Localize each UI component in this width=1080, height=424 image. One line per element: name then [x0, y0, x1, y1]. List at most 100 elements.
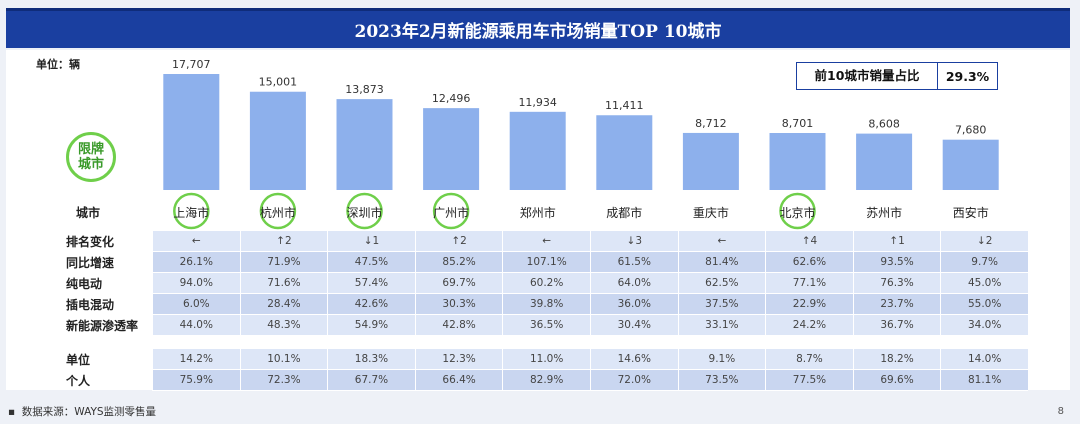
table-cell: ←	[677, 231, 766, 252]
bar-上海市	[163, 74, 220, 190]
table-row: 同比增速 26.1% 71.9% 47.5% 85.2% 107.1% 61.5% 81.4%…	[62, 251, 1028, 273]
table-cell: 28.4%	[239, 293, 328, 315]
bar-value-label: 7,680	[955, 124, 987, 137]
city-label: 上海市	[173, 205, 209, 220]
table-row: 排名变化 ← ↑2 ↓1 ↑2 ← ↓3 ← ↑4 ↑1 ↓2	[62, 231, 1028, 252]
table-cell: 94.0%	[152, 272, 241, 294]
table-cell: 14.6%	[589, 349, 679, 370]
bar-西安市	[942, 139, 999, 190]
table-cell: 9.1%	[677, 349, 766, 370]
bar-广州市	[423, 108, 480, 190]
table-cell: 62.5%	[677, 272, 766, 294]
table-cell: 82.9%	[502, 369, 591, 391]
table-cell: 71.9%	[239, 251, 328, 273]
table-cell: 14.2%	[152, 349, 241, 370]
table-cell: 61.5%	[589, 251, 679, 273]
restricted-city-badge: 限牌 城市	[66, 132, 116, 182]
table-cell: ↑1	[852, 231, 941, 252]
bar-value-label: 12,496	[432, 92, 471, 105]
table-cell: 33.1%	[677, 314, 766, 336]
bar-重庆市	[682, 132, 739, 190]
table-row: 个人 75.9% 72.3% 67.7% 66.4% 82.9% 72.0% 73.5% 77.…	[62, 369, 1028, 391]
city-label: 重庆市	[693, 205, 729, 220]
bar-value-label: 8,608	[868, 118, 900, 131]
city-label: 成都市	[606, 205, 642, 220]
page-number: 8	[1057, 406, 1064, 417]
table-cell: 24.2%	[765, 314, 854, 336]
bar-杭州市	[249, 91, 306, 190]
table-cell: ↓3	[589, 231, 679, 252]
table-cell: 9.7%	[940, 251, 1028, 273]
table-cell: 36.7%	[852, 314, 941, 336]
table-cell: 69.7%	[414, 272, 503, 294]
table-cell: 54.9%	[327, 314, 416, 336]
bar-value-label: 11,411	[605, 99, 644, 112]
bar-苏州市	[856, 133, 913, 190]
row-header: 同比增速	[66, 255, 115, 270]
top10-share-box: 前10城市销量占比 29.3%	[796, 62, 998, 90]
table-cell: 14.0%	[940, 349, 1028, 370]
table-cell: 10.1%	[239, 349, 328, 370]
table-cell: ↑2	[239, 231, 328, 252]
bar-value-label: 15,001	[259, 76, 298, 89]
buyer-type-table: 单位 14.2% 10.1% 18.3% 12.3% 11.0% 14.6% 9.1% 8.7%…	[62, 349, 1028, 391]
table-cell: 6.0%	[152, 293, 241, 315]
row-header: 纯电动	[66, 276, 103, 291]
top10-share-label: 前10城市销量占比	[797, 63, 938, 89]
table-cell: 81.4%	[677, 251, 766, 273]
table-cell: 69.6%	[852, 369, 941, 391]
bar-北京市	[769, 132, 826, 190]
table-cell: 30.3%	[414, 293, 503, 315]
row-header: 插电混动	[66, 297, 115, 312]
row-header: 个人	[66, 373, 91, 388]
table-cell: 64.0%	[589, 272, 679, 294]
table-cell: 22.9%	[765, 293, 854, 315]
table-cell: 37.5%	[677, 293, 766, 315]
restricted-city-ring	[779, 192, 816, 230]
table-cell: 107.1%	[502, 251, 591, 273]
table-cell: 47.5%	[327, 251, 416, 273]
table-cell: 93.5%	[852, 251, 941, 273]
table-cell: 75.9%	[152, 369, 241, 391]
table-cell: 67.7%	[327, 369, 416, 391]
bar-value-label: 17,707	[172, 58, 211, 71]
table-cell: 85.2%	[414, 251, 503, 273]
table-cell: 42.8%	[414, 314, 503, 336]
table-cell: 57.4%	[327, 272, 416, 294]
table-cell: 18.2%	[852, 349, 941, 370]
table-row: 单位 14.2% 10.1% 18.3% 12.3% 11.0% 14.6% 9.1% 8.7%…	[62, 349, 1028, 370]
table-cell: 55.0%	[940, 293, 1028, 315]
city-label: 西安市	[953, 205, 989, 220]
bar-value-label: 13,873	[345, 83, 384, 96]
city-label: 杭州市	[260, 205, 296, 220]
table-cell: 36.0%	[589, 293, 679, 315]
table-cell: 60.2%	[502, 272, 591, 294]
top10-share-value: 29.3%	[945, 68, 990, 84]
table-cell: ↓2	[940, 231, 1028, 252]
table-row: 插电混动 6.0% 28.4% 42.6% 30.3% 39.8% 36.0% 37.5% 22…	[62, 293, 1028, 315]
table-cell: 62.6%	[765, 251, 854, 273]
table-row: 纯电动 94.0% 71.6% 57.4% 69.7% 60.2% 64.0% 62.5% 77…	[62, 272, 1028, 294]
bar-value-label: 8,712	[695, 117, 727, 130]
bar-value-label: 8,701	[782, 117, 814, 130]
table-cell: 44.0%	[152, 314, 241, 336]
table-cell: 23.7%	[852, 293, 941, 315]
table-cell: 26.1%	[152, 251, 241, 273]
page-title: 2023年2月新能源乘用车市场销量TOP 10城市	[6, 8, 1070, 48]
restricted-city-ring	[346, 192, 383, 230]
table-cell: 34.0%	[940, 314, 1028, 336]
restricted-city-ring	[173, 192, 210, 230]
city-label: 郑州市	[520, 205, 556, 220]
table-cell: 11.0%	[502, 349, 591, 370]
city-label: 深圳市	[346, 205, 382, 220]
table-cell: 72.0%	[589, 369, 679, 391]
table-cell: 42.6%	[327, 293, 416, 315]
city-label: 广州市	[433, 205, 469, 220]
table-cell: 81.1%	[940, 369, 1028, 391]
table-cell: 71.6%	[239, 272, 328, 294]
table-cell: 77.5%	[765, 369, 854, 391]
table-cell: 73.5%	[677, 369, 766, 391]
restricted-city-ring	[259, 192, 297, 230]
sales-bar-chart: 17,707 上海市 15,001 杭州市 13,873 深圳市 12,496 广州市 11,9…	[163, 58, 999, 230]
restricted-city-ring	[432, 192, 470, 230]
